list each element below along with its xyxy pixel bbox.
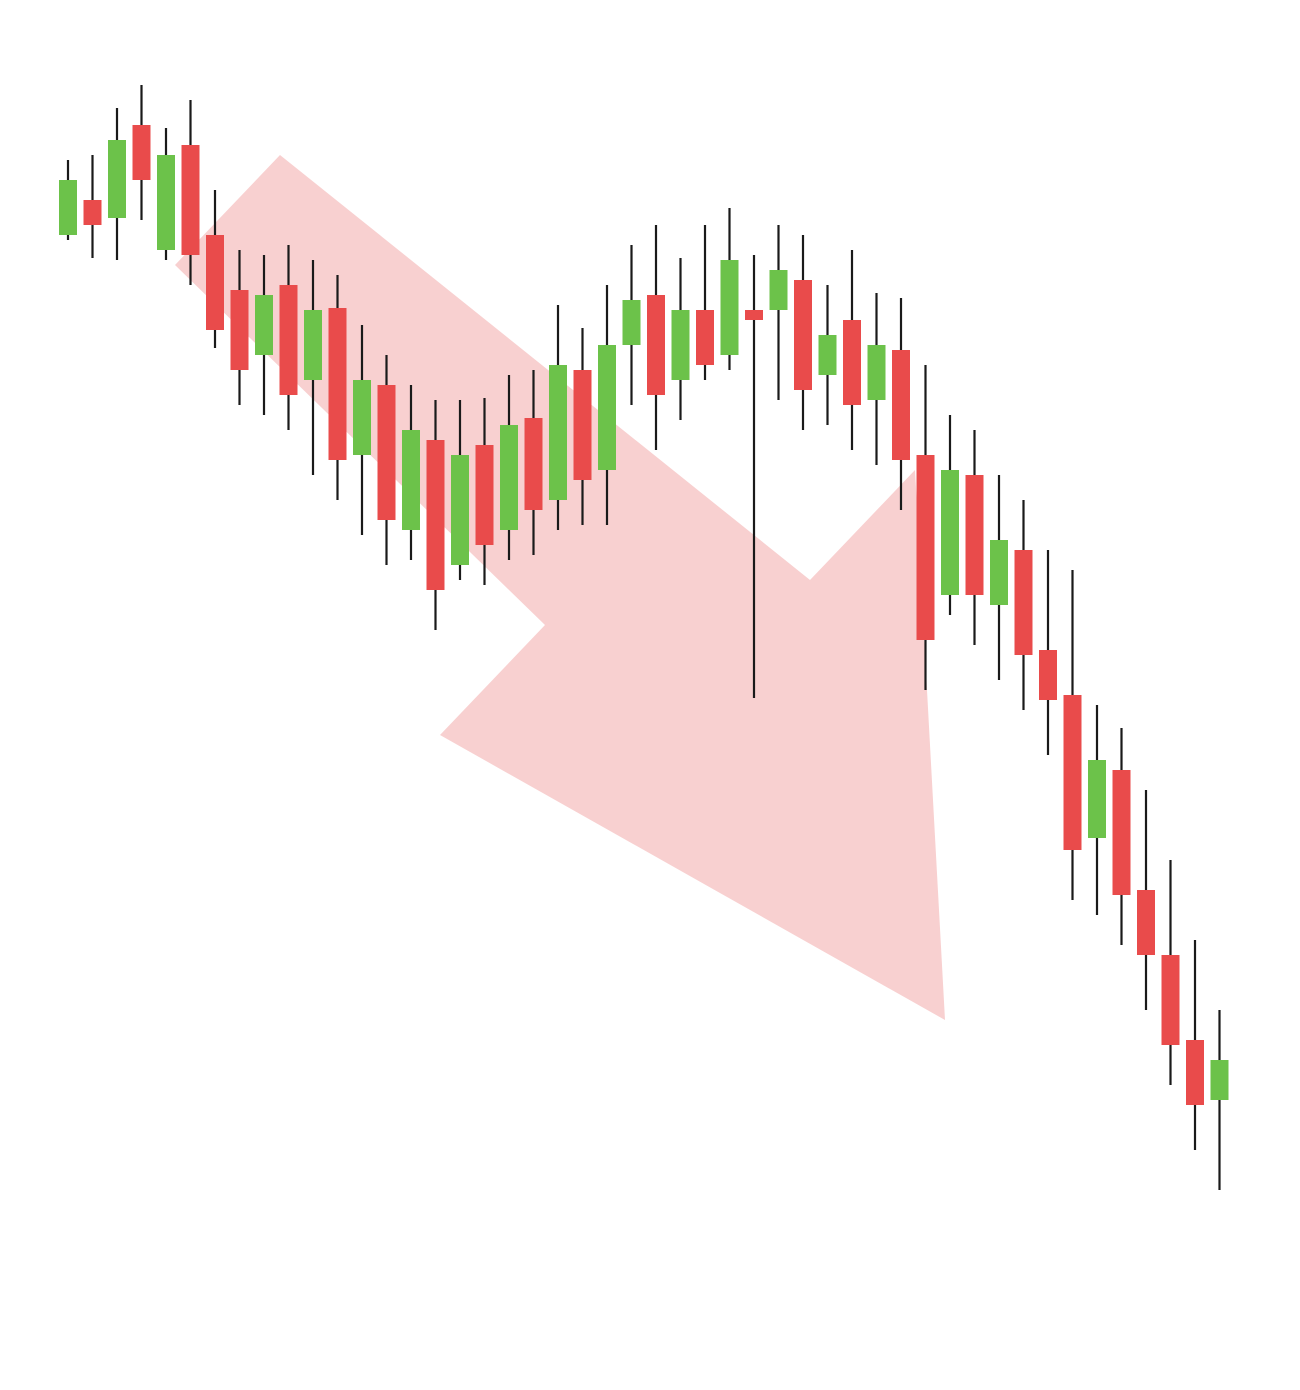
candle-body xyxy=(451,455,469,565)
candle-body xyxy=(721,260,739,355)
candle-body xyxy=(990,540,1008,605)
candle-body xyxy=(623,300,641,345)
candle-body xyxy=(329,308,347,460)
candle-body xyxy=(1088,760,1106,838)
candle-body xyxy=(206,235,224,330)
candle-body xyxy=(745,310,763,320)
candle-body xyxy=(672,310,690,380)
candle-body xyxy=(1211,1060,1229,1100)
candle-body xyxy=(917,455,935,640)
candle-body xyxy=(794,280,812,390)
candle-body xyxy=(549,365,567,500)
candle-body xyxy=(157,155,175,250)
chart-svg xyxy=(0,0,1300,1390)
candle-body xyxy=(133,125,151,180)
candle-body xyxy=(182,145,200,255)
downtrend-arrow xyxy=(175,155,945,1020)
candle-body xyxy=(378,385,396,520)
candle-body xyxy=(1039,650,1057,700)
candle-body xyxy=(1064,695,1082,850)
candle-body xyxy=(770,270,788,310)
candle-body xyxy=(868,345,886,400)
candle-body xyxy=(574,370,592,480)
candle-body xyxy=(280,285,298,395)
candle-body xyxy=(696,310,714,365)
candle-body xyxy=(843,320,861,405)
candle-body xyxy=(1186,1040,1204,1105)
candle-body xyxy=(231,290,249,370)
candle-body xyxy=(402,430,420,530)
candle-body xyxy=(353,380,371,455)
candle-body xyxy=(1162,955,1180,1045)
candle-body xyxy=(966,475,984,595)
candle-body xyxy=(941,470,959,595)
candle-body xyxy=(647,295,665,395)
candlestick-downtrend-chart xyxy=(0,0,1300,1390)
candle-body xyxy=(84,200,102,225)
candle-body xyxy=(598,345,616,470)
candle-body xyxy=(427,440,445,590)
candle-body xyxy=(476,445,494,545)
candle-body xyxy=(500,425,518,530)
candle-body xyxy=(525,418,543,510)
candle-body xyxy=(1015,550,1033,655)
candle-body xyxy=(59,180,77,235)
candle-body xyxy=(108,140,126,218)
candle-body xyxy=(1113,770,1131,895)
candle-body xyxy=(892,350,910,460)
candle-body xyxy=(255,295,273,355)
candle-body xyxy=(819,335,837,375)
candle-body xyxy=(1137,890,1155,955)
candle-body xyxy=(304,310,322,380)
